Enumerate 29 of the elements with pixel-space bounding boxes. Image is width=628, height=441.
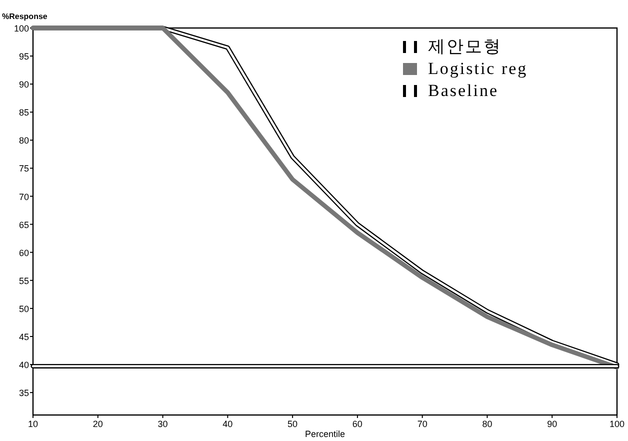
x-tick-label: 100 [609, 419, 625, 429]
legend-label: Logistic reg [428, 59, 528, 78]
x-tick-label: 30 [158, 419, 168, 429]
y-tick-label: 90 [18, 80, 29, 90]
y-tick-label: 85 [18, 108, 29, 118]
x-axis-title: Percentile [304, 429, 346, 439]
y-tick-label: 35 [18, 388, 29, 398]
x-tick-label: 10 [28, 419, 38, 429]
y-tick-label: 65 [18, 220, 29, 230]
x-tick-label: 50 [288, 419, 298, 429]
x-tick-label: 80 [482, 419, 492, 429]
y-tick-label: 95 [18, 52, 29, 62]
y-tick-label: 40 [18, 360, 29, 370]
y-tick-label: 75 [18, 164, 29, 174]
y-tick-label: 50 [18, 304, 29, 314]
y-tick-label: 45 [18, 332, 29, 342]
y-tick-label: 55 [18, 276, 29, 286]
y-tick-label: 70 [18, 192, 29, 202]
x-tick-label: 40 [222, 419, 233, 429]
legend-label: Baseline [428, 81, 499, 100]
y-axis-title: %Response [2, 12, 48, 21]
y-tick-label: 80 [18, 136, 29, 146]
x-tick-label: 20 [92, 419, 103, 429]
x-tick-label: 60 [352, 419, 362, 429]
y-tick-label: 100 [14, 24, 29, 34]
x-tick-label: 90 [547, 419, 558, 429]
y-tick-label: 60 [18, 248, 29, 258]
legend-label: 제안모형 [428, 37, 502, 56]
x-tick-label: 70 [417, 419, 428, 429]
